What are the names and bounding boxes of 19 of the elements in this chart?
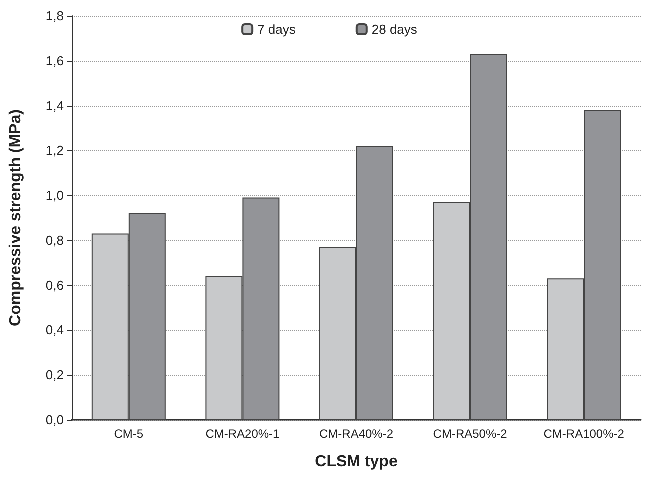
legend-label: 28 days [372, 22, 418, 37]
y-tick-label: 1,2 [46, 143, 64, 158]
y-tick-label: 0,8 [46, 232, 64, 248]
y-axis-title: Compressive strength (MPa) [8, 110, 24, 326]
y-tick-label: 0,0 [46, 412, 64, 428]
x-tick-label: CM-RA100%-2 [544, 427, 625, 441]
y-tick-label: 1,8 [46, 8, 64, 24]
x-tick-label: CM-5 [114, 427, 144, 441]
y-tick-label: 1,4 [46, 98, 64, 114]
x-axis-title: CLSM type [315, 454, 398, 470]
y-tick-label: 0,4 [46, 322, 64, 338]
y-tick-label: 1,6 [46, 53, 64, 68]
x-tick-label: CM-RA20%-1 [206, 427, 280, 441]
y-tick-label: 1,0 [46, 188, 64, 204]
y-tick-label: 0,6 [46, 278, 64, 293]
x-tick-label: CM-RA40%-2 [319, 427, 394, 441]
legend-label: 7 days [258, 22, 296, 37]
x-tick-label: CM-RA50%-2 [433, 427, 508, 441]
y-tick-label: 0,2 [46, 368, 64, 383]
